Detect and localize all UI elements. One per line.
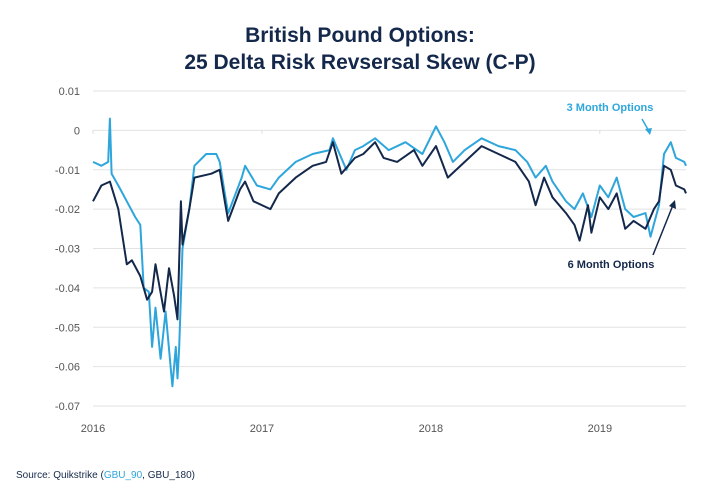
series-line-3m: [92, 117, 687, 388]
annotation-3m: 3 Month Options: [567, 102, 654, 114]
x-tick-label: 2018: [419, 423, 443, 435]
source-prefix: Source: Quikstrike (: [16, 470, 104, 481]
title-line-2: 25 Delta Risk Revsersal Skew (C-P): [184, 51, 536, 74]
chart-title: British Pound Options: 25 Delta Risk Rev…: [0, 22, 720, 76]
series-line-6m: [92, 141, 687, 321]
annotation-6m-arrow: [652, 204, 674, 256]
source-code-2: GBU_180: [147, 470, 192, 481]
y-tick-label: -0.02: [55, 204, 80, 216]
y-tick-label: -0.01: [55, 165, 80, 177]
y-tick-label: -0.05: [55, 322, 80, 334]
x-tick-label: 2016: [81, 423, 105, 435]
y-tick-label: -0.07: [55, 401, 80, 413]
x-tick-label: 2017: [250, 423, 274, 435]
title-line-1: British Pound Options:: [245, 24, 475, 47]
y-tick-label: 0: [74, 125, 80, 137]
source-sep: ,: [142, 470, 148, 481]
arrowhead-icon: [645, 128, 652, 135]
y-tick-label: 0.01: [59, 86, 80, 98]
y-tick-label: -0.06: [55, 362, 80, 374]
y-tick-label: -0.03: [55, 244, 80, 256]
source-note: Source: Quikstrike (GBU_90, GBU_180): [16, 470, 195, 481]
x-tick-label: 2019: [588, 423, 612, 435]
source-suffix: ): [191, 470, 195, 481]
y-tick-label: -0.04: [55, 283, 80, 295]
arrowhead-icon: [669, 200, 676, 209]
annotation-6m: 6 Month Options: [568, 259, 655, 271]
source-code-1: GBU_90: [103, 470, 143, 481]
